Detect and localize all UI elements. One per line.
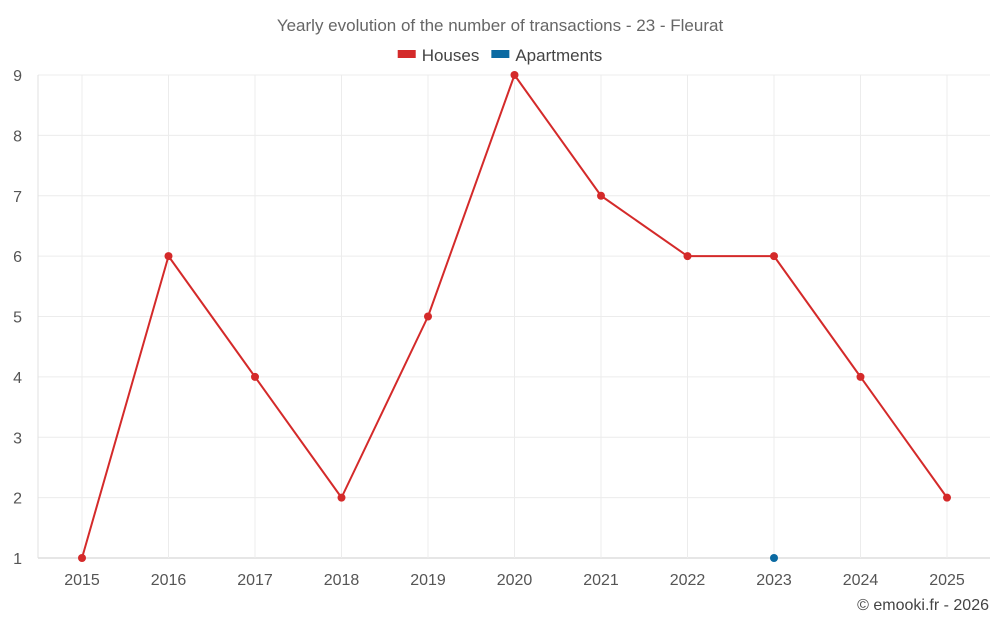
houses-point[interactable] bbox=[78, 554, 86, 562]
legend-item-apartments[interactable]: Apartments bbox=[491, 46, 602, 65]
x-tick-label: 2022 bbox=[670, 572, 706, 589]
houses-point[interactable] bbox=[424, 312, 432, 321]
y-tick-label: 1 bbox=[13, 551, 22, 568]
houses-point[interactable] bbox=[770, 252, 778, 261]
x-tick-label: 2021 bbox=[583, 572, 619, 589]
houses-point[interactable] bbox=[251, 372, 259, 381]
legend-item-houses[interactable]: Houses bbox=[397, 46, 480, 65]
x-tick-label: 2017 bbox=[237, 572, 273, 589]
x-tick-label: 2016 bbox=[151, 572, 187, 589]
y-tick-label: 7 bbox=[13, 189, 22, 206]
y-tick-label: 4 bbox=[13, 370, 22, 387]
y-tick-label: 3 bbox=[13, 430, 22, 447]
credit-text: © emooki.fr - 2026 bbox=[857, 597, 989, 614]
chart-title: Yearly evolution of the number of transa… bbox=[277, 16, 724, 35]
grid bbox=[37, 74, 990, 559]
houses-point[interactable] bbox=[943, 493, 951, 502]
y-tick-label: 6 bbox=[13, 249, 22, 266]
x-tick-label: 2015 bbox=[64, 572, 100, 589]
y-tick-label: 8 bbox=[13, 128, 22, 145]
x-tick-label: 2019 bbox=[410, 572, 446, 589]
legend-label: Apartments bbox=[515, 46, 602, 65]
houses-point[interactable] bbox=[510, 71, 519, 79]
y-axis: 1 2 3 4 5 6 7 8 9 bbox=[13, 68, 22, 568]
houses-point[interactable] bbox=[856, 372, 865, 381]
houses-point[interactable] bbox=[337, 493, 346, 502]
apartments-point[interactable] bbox=[770, 554, 778, 562]
legend-swatch bbox=[491, 50, 510, 58]
x-tick-label: 2023 bbox=[756, 572, 792, 589]
houses-point[interactable] bbox=[683, 252, 692, 261]
legend: Houses Apartments bbox=[397, 46, 602, 65]
legend-label: Houses bbox=[422, 46, 480, 65]
legend-swatch bbox=[397, 50, 416, 58]
y-tick-label: 2 bbox=[13, 491, 22, 508]
x-tick-label: 2018 bbox=[324, 572, 360, 589]
series-group bbox=[78, 71, 951, 562]
x-tick-label: 2020 bbox=[497, 572, 533, 589]
y-tick-label: 5 bbox=[13, 310, 22, 327]
y-tick-label: 9 bbox=[13, 68, 22, 85]
x-axis: 2015 2016 2017 2018 2019 2020 2021 2022 2023 2024… bbox=[64, 572, 965, 589]
houses-point[interactable] bbox=[164, 252, 173, 261]
x-tick-label: 2024 bbox=[843, 572, 879, 589]
houses-point[interactable] bbox=[597, 191, 605, 200]
x-tick-label: 2025 bbox=[929, 572, 965, 589]
